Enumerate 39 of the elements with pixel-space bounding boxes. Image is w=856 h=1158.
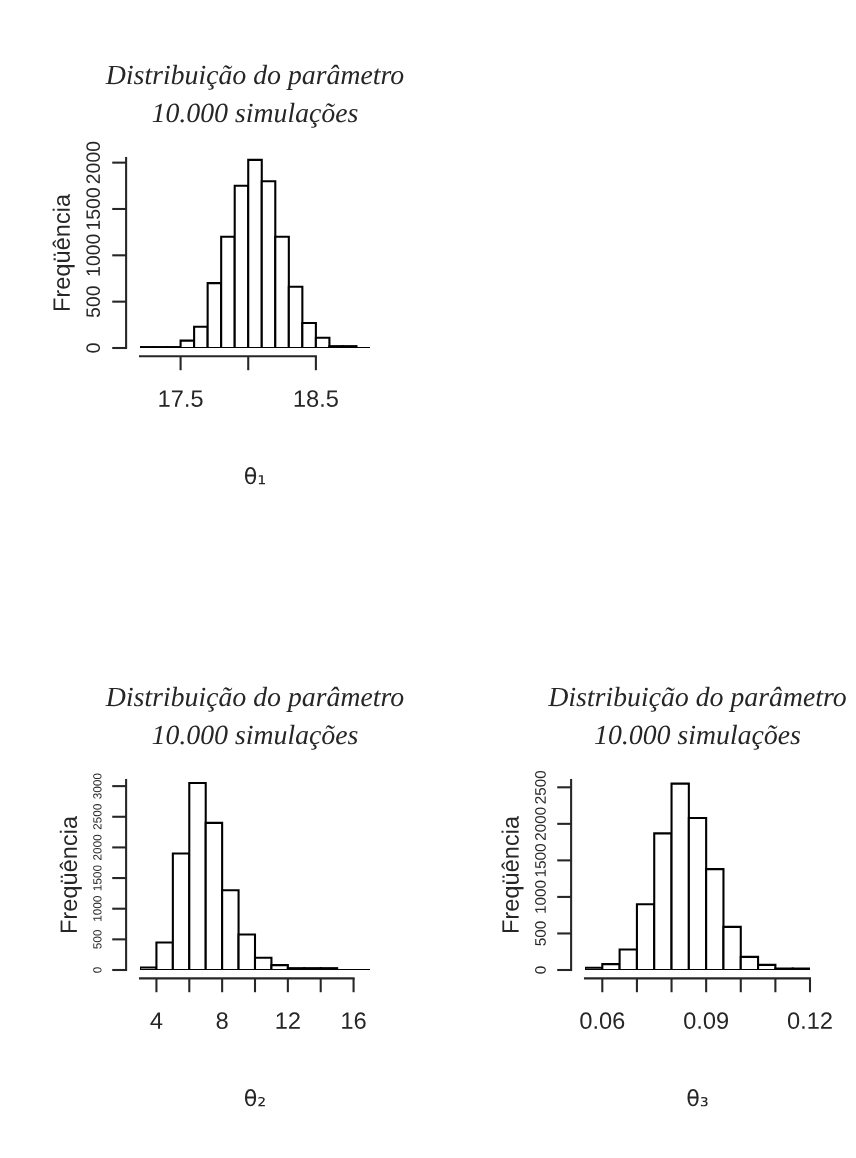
y-tick-label: 2000 bbox=[93, 834, 102, 860]
chart-subtitle: 10.000 simulações bbox=[152, 724, 358, 750]
x-tick-label: 16 bbox=[342, 1012, 366, 1030]
chart-title: Distribuição do parâmetro bbox=[105, 686, 404, 712]
y-tick-label: 2500 bbox=[93, 804, 102, 830]
y-tick-label: 2500 bbox=[535, 770, 546, 804]
x-axis-title: θ₃ bbox=[687, 1089, 708, 1107]
x-tick-label: 0.12 bbox=[787, 1012, 832, 1030]
y-tick-label: 2000 bbox=[535, 807, 546, 841]
chart-subtitle: 10.000 simulações bbox=[152, 102, 358, 128]
y-tick-label: 0 bbox=[535, 966, 546, 974]
y-tick-label: 2000 bbox=[86, 141, 101, 184]
y-tick-label: 1000 bbox=[86, 234, 101, 276]
y-tick-label: 1000 bbox=[93, 896, 102, 921]
y-tick-label: 3000 bbox=[93, 773, 102, 799]
y-axis-title: Freqüência bbox=[59, 815, 82, 933]
x-tick-label: 8 bbox=[216, 1012, 228, 1030]
x-tick-label: 4 bbox=[150, 1012, 163, 1029]
chart-title: Distribuição do parâmetro bbox=[548, 686, 846, 712]
y-tick-label: 500 bbox=[86, 286, 101, 318]
x-tick-label: 17.5 bbox=[159, 390, 203, 408]
y-axis-title: Freqüência bbox=[501, 815, 524, 933]
x-tick-label: 18.5 bbox=[294, 390, 338, 408]
y-tick-label: 0 bbox=[93, 967, 102, 973]
y-tick-label: 0 bbox=[86, 343, 101, 353]
x-tick-label: 12 bbox=[276, 1012, 300, 1029]
y-tick-label: 500 bbox=[93, 929, 102, 949]
x-axis-title: θ₁ bbox=[244, 467, 266, 485]
y-tick-label: 500 bbox=[535, 921, 546, 946]
x-axis-title: θ₂ bbox=[244, 1089, 265, 1107]
chart-title: Distribuição do parâmetro bbox=[105, 64, 404, 90]
y-axis-title: Freqüência bbox=[52, 193, 75, 311]
chart-subtitle: 10.000 simulações bbox=[595, 724, 801, 750]
x-tick-label: 0.06 bbox=[580, 1012, 625, 1030]
y-tick-label: 1500 bbox=[93, 865, 102, 891]
y-tick-label: 1500 bbox=[86, 188, 101, 230]
y-tick-label: 1000 bbox=[535, 880, 546, 913]
x-tick-label: 0.09 bbox=[684, 1012, 729, 1030]
y-tick-label: 1500 bbox=[535, 843, 546, 877]
